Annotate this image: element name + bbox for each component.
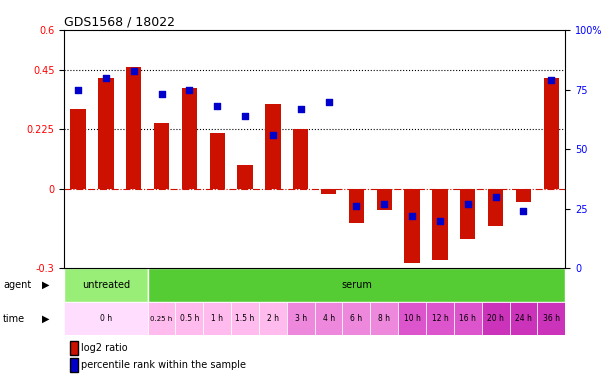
Point (519, 208, 529, 214)
Bar (516, 189, 531, 202)
Text: log2 ratio: log2 ratio (81, 343, 127, 353)
Point (491, 194, 500, 200)
Point (213, 103, 222, 109)
Bar (404, 189, 420, 263)
Bar (148, 302, 175, 336)
Bar (426, 302, 454, 336)
Bar (460, 189, 475, 239)
Point (435, 218, 445, 224)
Bar (321, 189, 336, 194)
Bar (376, 189, 392, 210)
Point (296, 106, 306, 112)
Bar (126, 67, 141, 189)
Bar (64, 302, 148, 336)
Bar (238, 165, 253, 189)
Point (324, 99, 334, 105)
Text: 10 h: 10 h (404, 314, 420, 323)
Bar (349, 189, 364, 224)
Bar (210, 133, 225, 189)
Text: 3 h: 3 h (295, 314, 307, 323)
Point (240, 113, 250, 119)
Bar (259, 302, 287, 336)
Bar (510, 302, 537, 336)
Bar (287, 302, 315, 336)
Text: ▶: ▶ (42, 280, 49, 290)
Bar (544, 78, 559, 189)
Point (351, 203, 361, 209)
Bar (175, 302, 203, 336)
Text: untreated: untreated (82, 280, 130, 290)
Text: percentile rank within the sample: percentile rank within the sample (81, 360, 246, 370)
Text: 0.5 h: 0.5 h (180, 314, 199, 323)
Bar (537, 302, 565, 336)
Bar (370, 302, 398, 336)
Text: serum: serum (341, 280, 372, 290)
Bar (64, 268, 148, 302)
Bar (203, 302, 231, 336)
Bar (481, 302, 510, 336)
Text: time: time (3, 314, 25, 324)
Text: 0 h: 0 h (100, 314, 112, 323)
Point (407, 213, 417, 219)
Point (546, 77, 556, 83)
Bar (154, 123, 169, 189)
Text: 1.5 h: 1.5 h (235, 314, 255, 323)
Text: 16 h: 16 h (459, 314, 476, 323)
Bar (432, 189, 448, 261)
Text: 2 h: 2 h (267, 314, 279, 323)
Text: ▶: ▶ (42, 314, 49, 324)
Point (379, 201, 389, 207)
Bar (315, 302, 343, 336)
Bar (398, 302, 426, 336)
Point (185, 87, 194, 93)
Bar (265, 104, 280, 189)
Text: GDS1568 / 18022: GDS1568 / 18022 (64, 16, 175, 29)
Text: 8 h: 8 h (378, 314, 390, 323)
Text: 36 h: 36 h (543, 314, 560, 323)
Point (268, 132, 278, 138)
Point (156, 92, 166, 98)
Text: 24 h: 24 h (515, 314, 532, 323)
Text: agent: agent (3, 280, 31, 290)
Bar (148, 268, 565, 302)
Text: 4 h: 4 h (323, 314, 335, 323)
Bar (343, 302, 370, 336)
Point (463, 201, 473, 207)
Text: 20 h: 20 h (487, 314, 504, 323)
Bar (454, 302, 481, 336)
Point (129, 68, 139, 74)
Text: 12 h: 12 h (431, 314, 448, 323)
Point (73, 87, 83, 93)
Bar (98, 78, 114, 189)
Text: 1 h: 1 h (211, 314, 223, 323)
Bar (70, 110, 86, 189)
Text: 0.25 h: 0.25 h (150, 316, 173, 322)
Bar (181, 88, 197, 189)
Bar (293, 129, 309, 189)
Text: 6 h: 6 h (350, 314, 362, 323)
Bar (488, 189, 503, 226)
Bar (231, 302, 259, 336)
Point (101, 75, 111, 81)
